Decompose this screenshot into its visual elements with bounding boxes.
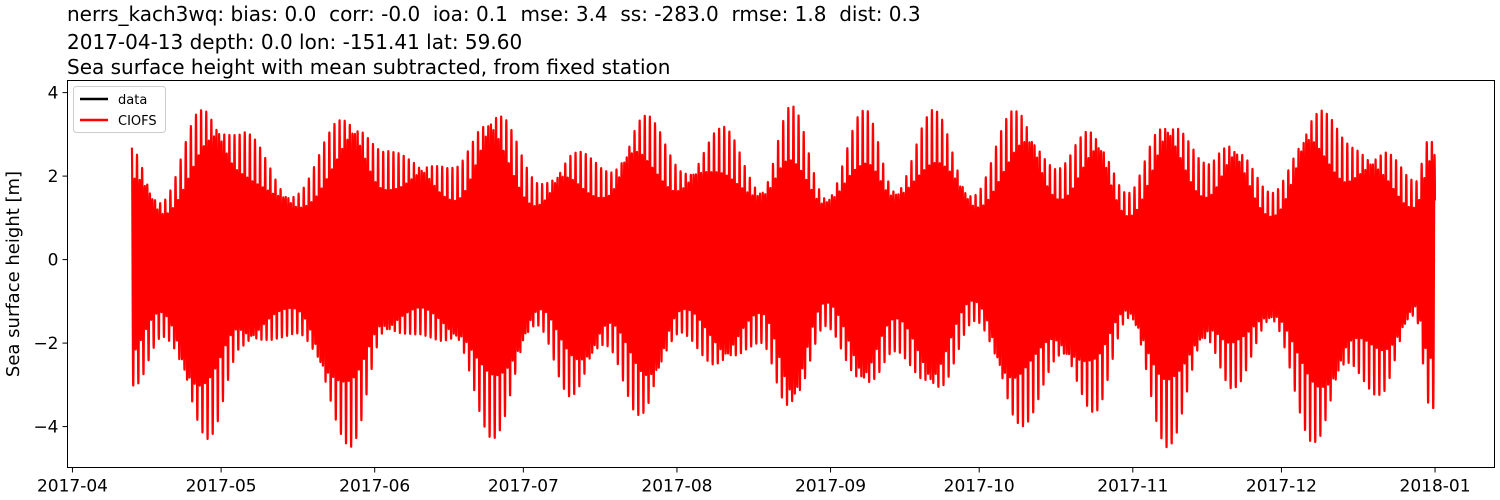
x-tick-label: 2017-06 (339, 477, 410, 497)
legend-label-ciofs: CIOFS (118, 114, 157, 129)
y-tick-label: 2 (48, 167, 59, 187)
series-line-ciofs (130, 105, 1437, 449)
legend: data CIOFS (73, 86, 166, 133)
y-tick-label: 4 (48, 84, 59, 104)
x-tick-label: 2017-10 (944, 477, 1015, 497)
plot-frame (67, 80, 1495, 468)
y-tick-label: −2 (33, 334, 58, 354)
x-tick-label: 2017-12 (1246, 477, 1317, 497)
chart-title-stats: nerrs_kach3wq: bias: 0.0 corr: -0.0 ioa:… (67, 2, 921, 26)
x-tick-label: 2017-04 (37, 477, 108, 497)
legend-label-data: data (118, 93, 147, 108)
chart-title-description: Sea surface height with mean subtracted,… (67, 55, 671, 79)
x-tick-label: 2017-07 (488, 477, 559, 497)
chart-title-station: 2017-04-13 depth: 0.0 lon: -151.41 lat: … (67, 30, 523, 54)
y-tick-label: −4 (33, 418, 58, 438)
x-tick-label: 2018-01 (1400, 477, 1471, 497)
x-tick-label: 2017-09 (795, 477, 866, 497)
x-tick-label: 2017-11 (1097, 477, 1168, 497)
y-axis-label: Sea surface height [m] (3, 171, 24, 377)
x-tick-label: 2017-05 (186, 477, 257, 497)
x-tick-label: 2017-08 (641, 477, 712, 497)
y-tick-label: 0 (48, 251, 59, 271)
